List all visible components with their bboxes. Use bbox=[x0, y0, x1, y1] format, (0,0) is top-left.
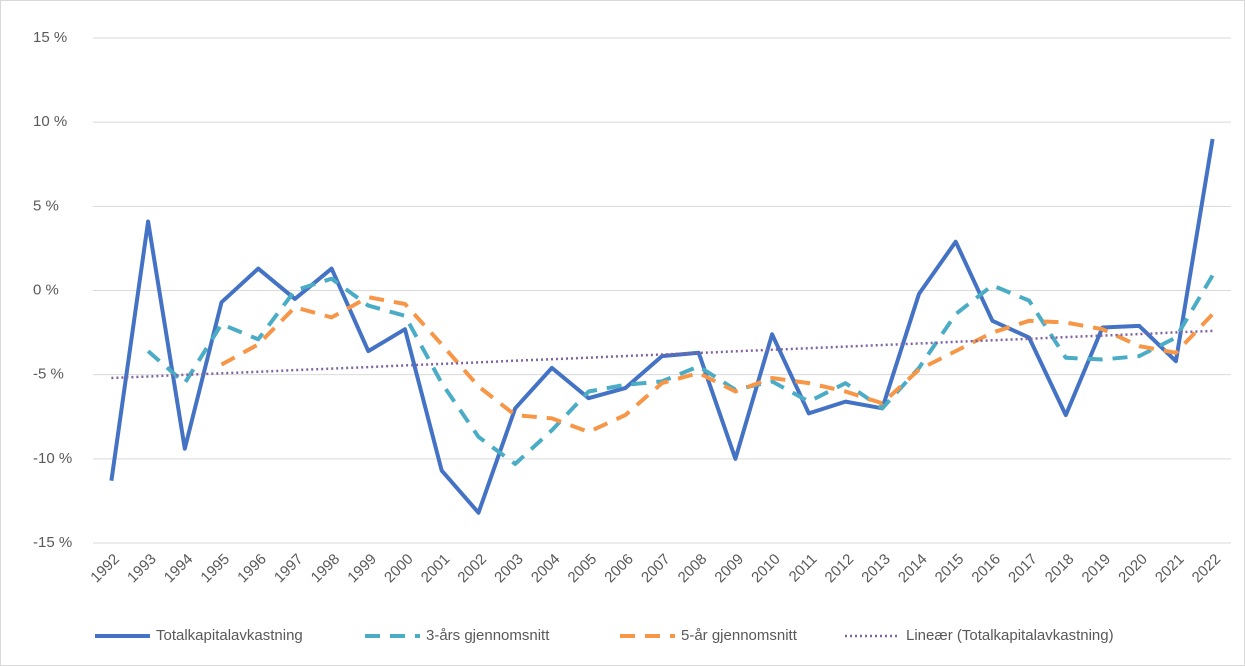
y-tick-label: 15 % bbox=[33, 29, 67, 46]
series-line bbox=[109, 138, 1215, 515]
legend-label: Totalkapitalavkastning bbox=[156, 627, 303, 644]
y-tick-label: -5 % bbox=[33, 366, 64, 383]
y-tick-label: -10 % bbox=[33, 450, 72, 467]
series-line bbox=[146, 274, 1215, 466]
series-line bbox=[111, 329, 1213, 380]
series-line bbox=[220, 295, 1215, 434]
y-tick-label: 10 % bbox=[33, 113, 67, 130]
y-tick-label: 5 % bbox=[33, 197, 59, 214]
legend-label: 3-års gjennomsnitt bbox=[426, 627, 550, 644]
y-tick-label: -15 % bbox=[33, 534, 72, 551]
y-tick-label: 0 % bbox=[33, 281, 59, 298]
legend-label: 5-år gjennomsnitt bbox=[681, 627, 798, 644]
legend-label: Lineær (Totalkapitalavkastning) bbox=[906, 627, 1114, 644]
